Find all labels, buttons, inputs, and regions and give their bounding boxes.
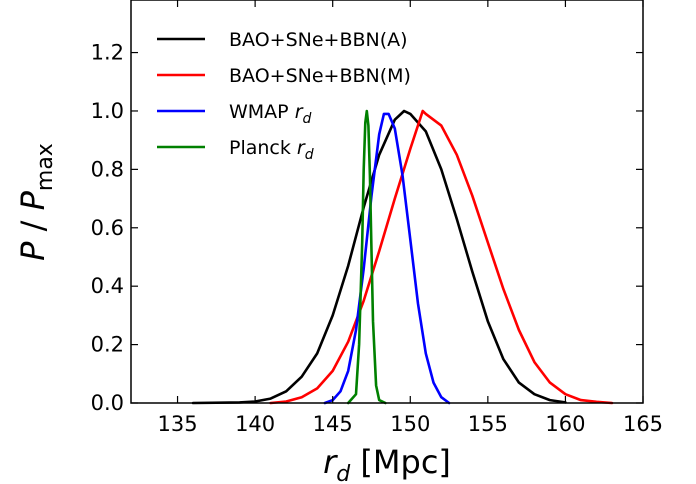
y-tick-label: 0.2 — [91, 333, 124, 357]
plot-frame — [130, 0, 644, 404]
legend-label-bao-sne-bbn-m: BAO+SNe+BBN(M) — [229, 65, 411, 87]
y-tick-label: 0.0 — [91, 391, 124, 415]
y-tick-label: 0.8 — [91, 157, 124, 181]
series-line-bao-sne-bbn-a — [191, 109, 567, 405]
x-tick-label: 140 — [235, 412, 275, 436]
x-tick-label: 135 — [157, 412, 197, 436]
y-axis-label: P / Pmax — [14, 143, 58, 261]
series-layer — [191, 109, 614, 405]
x-tick-label: 165 — [623, 412, 663, 436]
y-tick-label: 0.6 — [91, 216, 124, 240]
y-tick-label: 1.0 — [91, 99, 124, 123]
axis-layer: 135 140 145 150 155 160 165 0.0 0.2 0.4 0.6 0.8 1.0 1… — [91, 0, 663, 436]
series-line-bao-sne-bbn-m — [269, 109, 614, 405]
x-axis-label: rd [Mpc] — [323, 443, 451, 484]
series-line-planck-r-d — [346, 109, 387, 405]
x-tick-label: 155 — [468, 412, 508, 436]
legend-label-planck-r-d: Planck rd — [229, 137, 314, 163]
y-tick-label: 0.4 — [91, 274, 124, 298]
plot-background — [131, 0, 643, 403]
x-tick-label: 150 — [390, 412, 430, 436]
x-tick-label: 145 — [313, 412, 353, 436]
y-tick-label: 1.2 — [91, 41, 124, 65]
x-tick-label: 160 — [545, 412, 585, 436]
series-line-wmap-r-d — [323, 112, 451, 405]
legend: BAO+SNe+BBN(A) BAO+SNe+BBN(M) WMAP rd Planc… — [157, 29, 411, 163]
legend-label-wmap-r-d: WMAP rd — [229, 101, 312, 127]
legend-label-bao-sne-bbn-a: BAO+SNe+BBN(A) — [229, 29, 408, 51]
